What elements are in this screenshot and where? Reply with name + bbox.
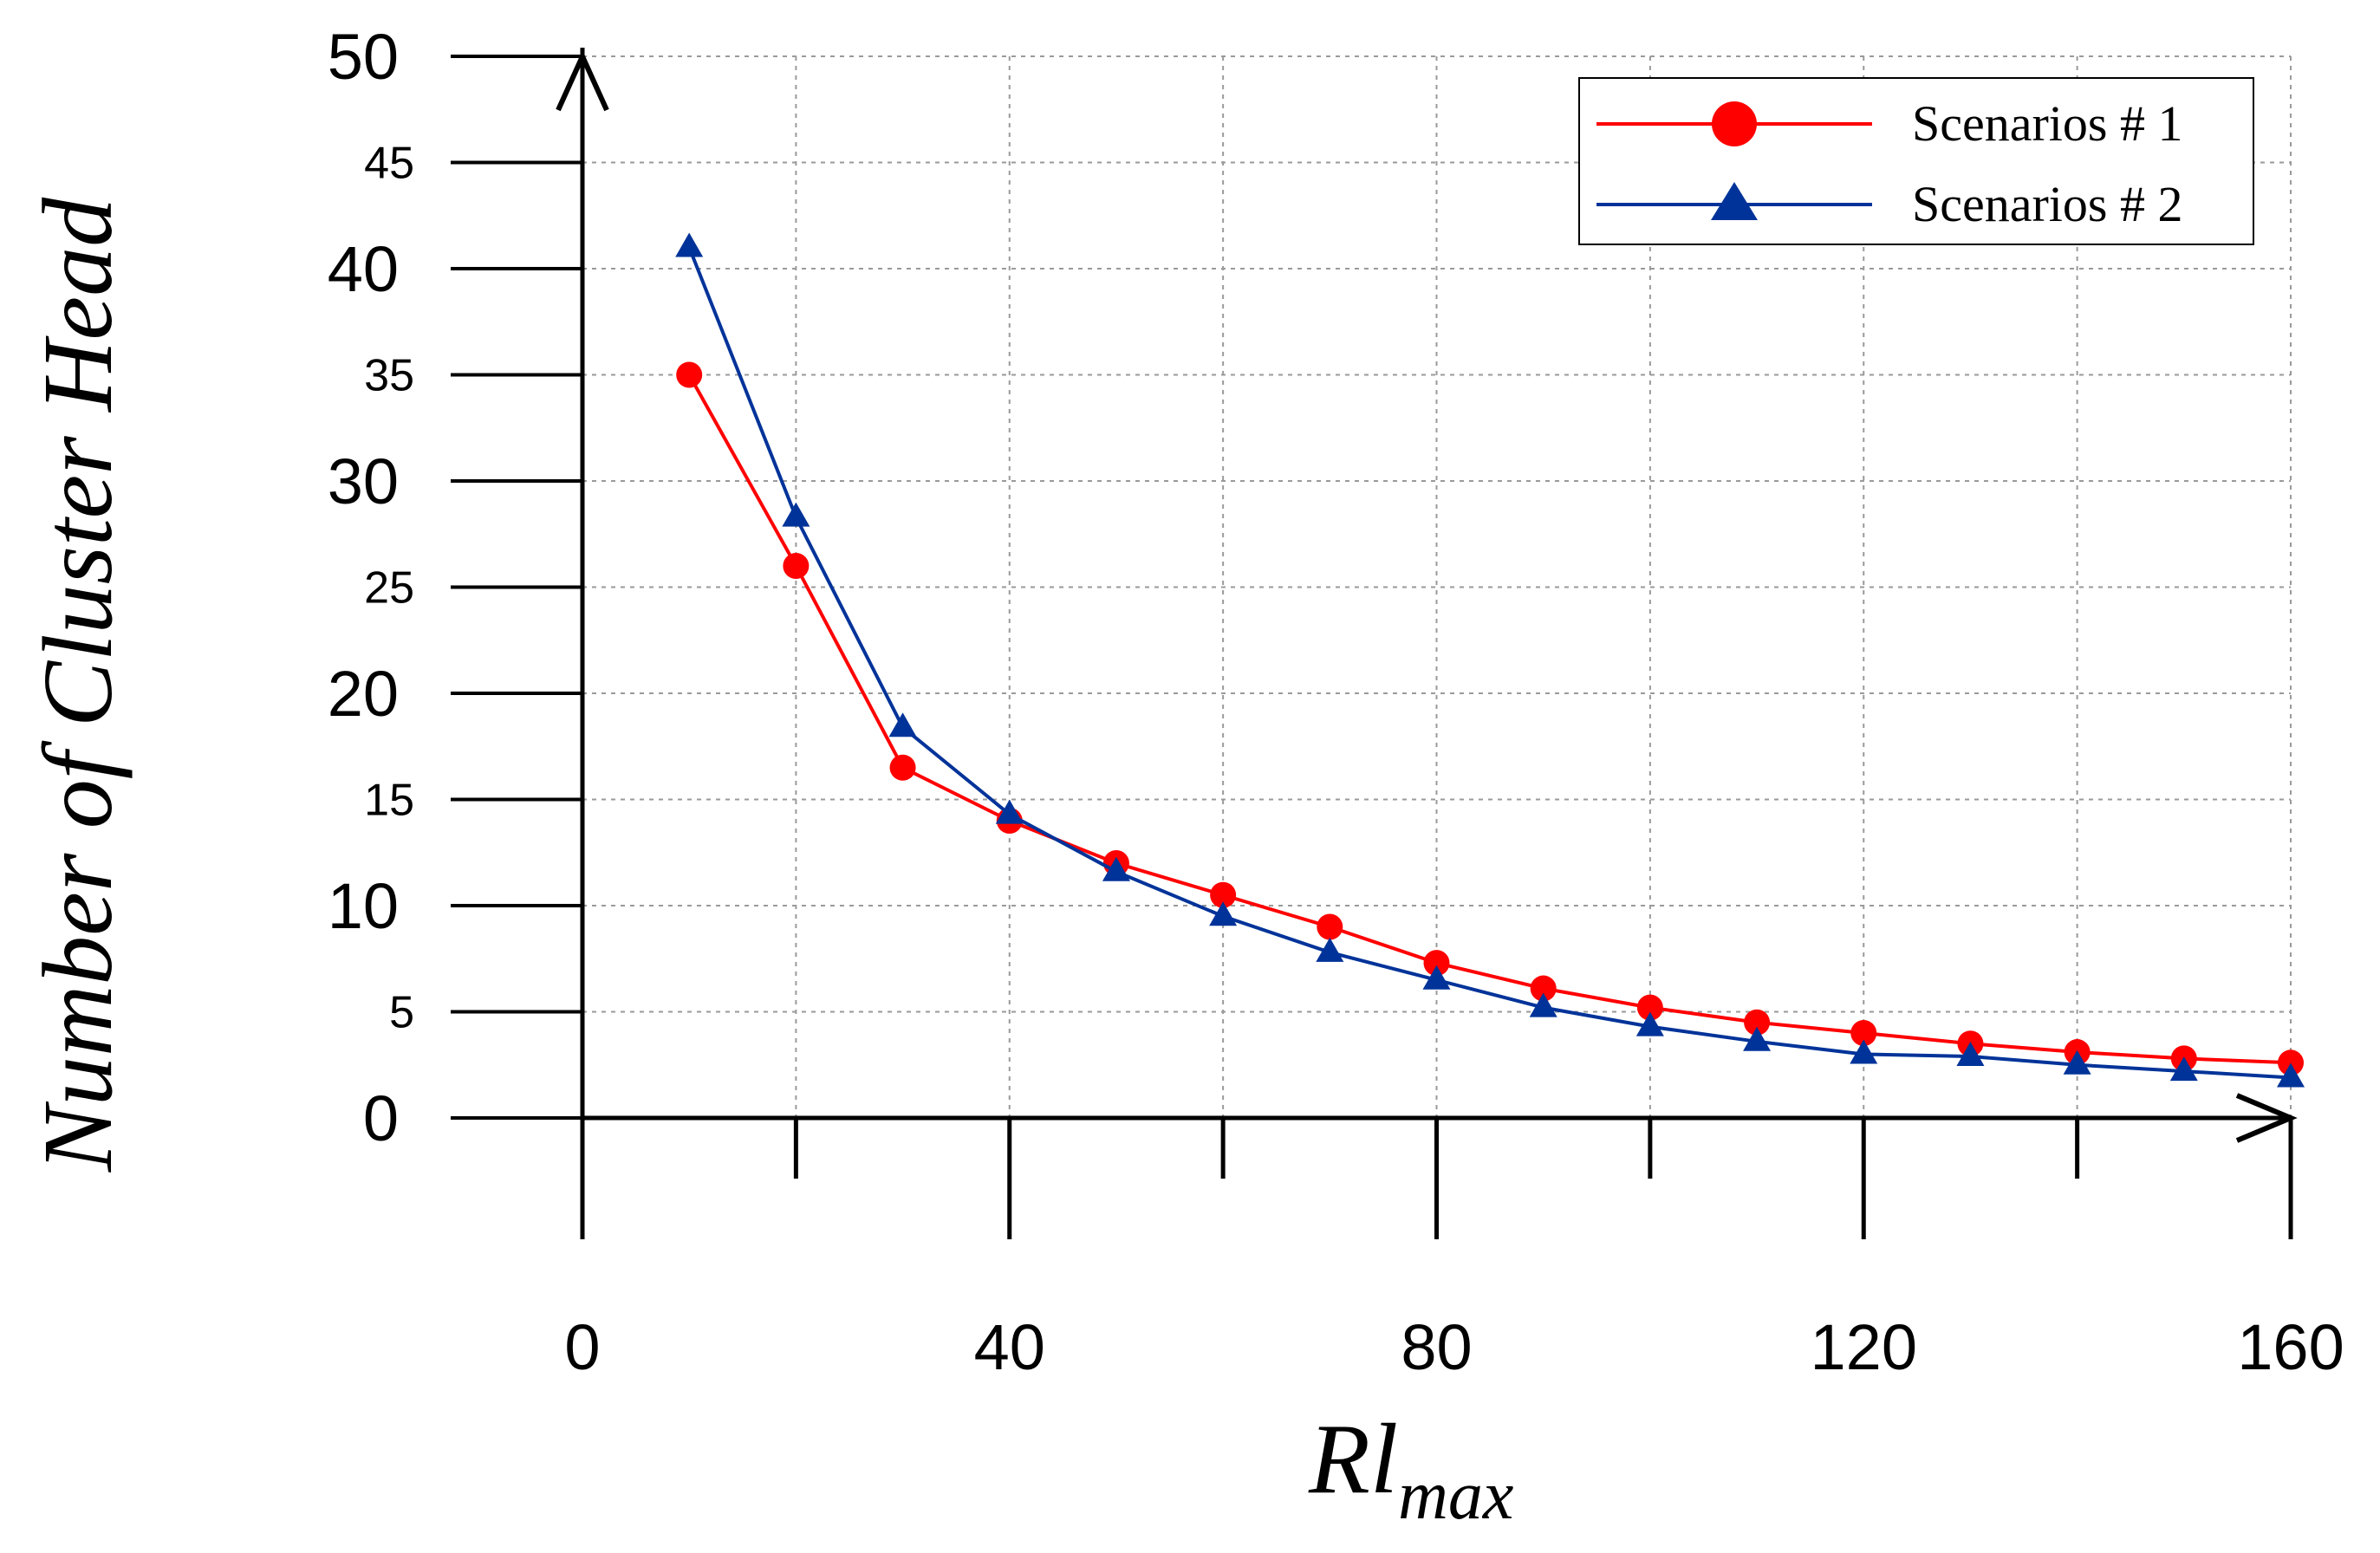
series-2-point-40 <box>995 799 1024 824</box>
y-tick-label-50: 50 <box>328 21 399 93</box>
legend: Scenarios # 1 Scenarios # 2 <box>1578 77 2254 245</box>
series-1-line <box>687 374 2292 1065</box>
y-tick-label-40: 40 <box>328 233 399 305</box>
series-2-point-80 <box>1422 965 1451 990</box>
y-tick-label-35: 35 <box>364 351 414 401</box>
legend-marker-series-2 <box>1711 182 1758 220</box>
series-1-point-60 <box>1210 881 1237 908</box>
series-1-point-30 <box>889 754 916 781</box>
legend-label-series-2: Scenarios # 2 <box>1912 176 2183 232</box>
y-tick-label-45: 45 <box>364 139 414 189</box>
y-tick-label-10: 10 <box>328 870 399 942</box>
legend-marker-series-1 <box>1712 101 1757 146</box>
series-1-point-20 <box>783 553 810 579</box>
series-2-point-130 <box>1956 1041 1985 1066</box>
series-2-line <box>687 246 2292 1080</box>
series-2-point-100 <box>1635 1011 1664 1036</box>
y-tick-label-30: 30 <box>328 445 399 517</box>
series-1 <box>676 361 2304 1076</box>
series-2-point-60 <box>1209 901 1238 926</box>
series-2-point-90 <box>1529 992 1557 1017</box>
y-tick-label-0: 0 <box>363 1082 399 1154</box>
series-2-point-10 <box>675 232 704 257</box>
series-2-point-30 <box>888 712 917 738</box>
series-2 <box>675 232 2305 1088</box>
x-tick-label-120: 120 <box>1811 1311 1917 1383</box>
grid <box>582 55 2292 1118</box>
x-axis-title-main: Rl <box>1308 1404 1398 1515</box>
series-1-point-160 <box>2278 1049 2304 1076</box>
y-axis-title: Number of Cluster Head <box>23 197 133 1173</box>
series-2-point-50 <box>1102 856 1130 881</box>
series-1-point-100 <box>1636 994 1663 1021</box>
axes <box>451 48 2298 1239</box>
x-tick-label-0: 0 <box>564 1311 600 1383</box>
series-2-point-150 <box>2169 1056 2198 1082</box>
y-tick-label-5: 5 <box>389 988 414 1038</box>
series-1-point-120 <box>1850 1020 1877 1046</box>
y-tick-label-20: 20 <box>328 658 399 730</box>
series <box>675 232 2305 1088</box>
series-2-point-20 <box>782 502 810 527</box>
series-2-point-120 <box>1850 1039 1878 1064</box>
x-axis-title: Rlmax <box>1308 1404 1513 1534</box>
series-2-point-140 <box>2063 1049 2091 1075</box>
x-tick-labels: 0 40 80 120 160 <box>564 1311 2344 1383</box>
series-1-point-110 <box>1744 1009 1771 1036</box>
x-tick-label-80: 80 <box>1401 1311 1472 1383</box>
legend-box <box>1578 77 2254 245</box>
series-1-point-70 <box>1317 913 1343 940</box>
series-1-point-10 <box>676 361 703 388</box>
series-2-point-160 <box>2277 1062 2305 1088</box>
series-2-point-70 <box>1316 937 1344 962</box>
series-2-point-110 <box>1743 1026 1772 1051</box>
series-1-point-90 <box>1530 975 1557 1002</box>
y-tick-labels: 0 5 10 15 20 25 30 35 40 45 50 <box>328 21 414 1154</box>
x-tick-label-40: 40 <box>974 1311 1045 1383</box>
y-tick-label-15: 15 <box>364 776 414 826</box>
x-axis-title-subscript: max <box>1398 1458 1513 1534</box>
legend-label-series-1: Scenarios # 1 <box>1912 95 2183 152</box>
y-tick-label-25: 25 <box>364 563 414 614</box>
series-1-point-80 <box>1423 950 1450 977</box>
x-tick-label-160: 160 <box>2237 1311 2344 1383</box>
